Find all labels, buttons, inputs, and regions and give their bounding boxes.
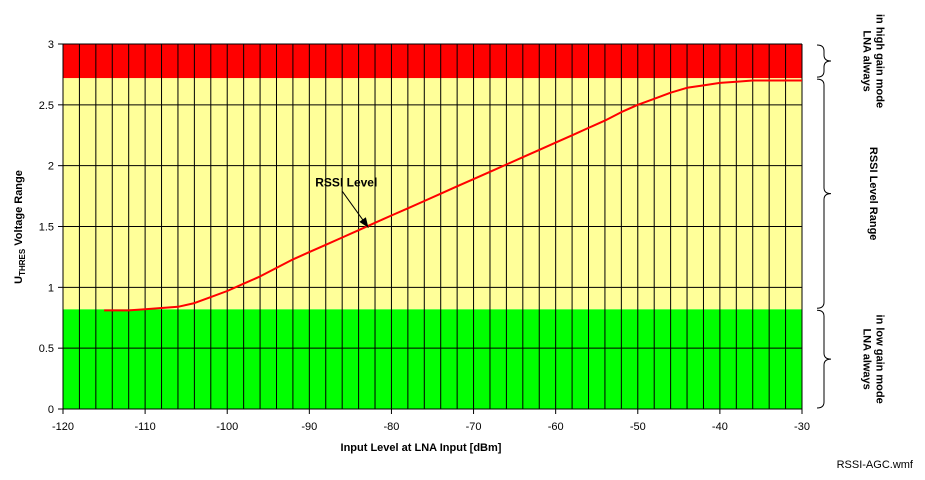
y-tick-label: 3 (48, 39, 54, 51)
y-axis-title-rest: Voltage Range (13, 170, 25, 249)
voltage-bands (63, 44, 802, 409)
series-group (104, 79, 802, 312)
x-tick-label: -90 (301, 421, 317, 433)
footer-filename: RSSI-AGC.wmf (837, 459, 914, 471)
band-label-line: RSSI Level Range (867, 147, 879, 241)
x-tick-label: -120 (52, 421, 74, 433)
band-2 (63, 44, 802, 79)
x-tick-label: -60 (548, 421, 564, 433)
x-axis-title: Input Level at LNA Input [dBm] (341, 442, 502, 454)
band-bracket (816, 44, 832, 78)
band-label-line: LNA always (861, 30, 873, 91)
y-tick-label: 0.5 (39, 343, 54, 355)
y-tick-label: 0 (48, 404, 54, 416)
band-bracket (816, 78, 832, 309)
x-tick-label: -40 (712, 421, 728, 433)
y-tick-label: 1.5 (39, 222, 54, 234)
annotation-arrow-head (359, 217, 369, 228)
grid-lines (62, 43, 803, 410)
annotation-label: RSSI Level (315, 175, 377, 189)
y-tick-label: 2.5 (39, 100, 54, 112)
band-0 (63, 309, 802, 409)
x-tick-label: -100 (216, 421, 238, 433)
x-tick-label: -30 (794, 421, 810, 433)
annotation-group: RSSI Level (315, 175, 377, 229)
band-bracket (816, 309, 832, 409)
x-tick-label: -50 (630, 421, 646, 433)
band-label-line: in high gain mode (874, 14, 886, 108)
band-label-line: in low gain mode (874, 314, 886, 403)
x-tick-label: -70 (466, 421, 482, 433)
axes: 0 0.5 1 1.5 2 2.5 3 -120 -110 -100 -90 -80 -70 -60 -50… (39, 39, 810, 433)
x-tick-label: -110 (135, 421, 156, 433)
band-1 (63, 78, 802, 310)
y-axis-title-subscript: THRES (18, 248, 27, 276)
y-axis-title: UTHRES Voltage Range (13, 170, 27, 284)
band-label-line: LNA always (861, 328, 873, 389)
x-tick-label: -80 (383, 421, 399, 433)
rssi-level-line (104, 79, 802, 312)
y-tick-label: 1 (48, 282, 54, 294)
y-tick-label: 2 (48, 161, 54, 173)
